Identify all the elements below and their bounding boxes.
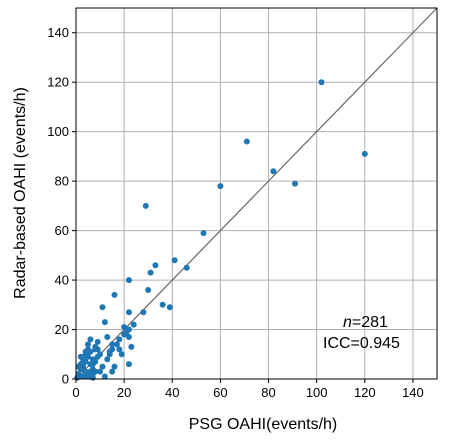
- data-point: [104, 356, 111, 363]
- data-point: [77, 361, 84, 368]
- data-point: [87, 336, 94, 343]
- data-point: [118, 351, 125, 358]
- data-point: [77, 353, 84, 360]
- identity-line-path: [75, 7, 438, 380]
- data-point: [109, 368, 116, 375]
- x-tick-label: 0: [72, 385, 79, 400]
- x-tick-label: 80: [261, 385, 275, 400]
- data-point: [109, 341, 116, 348]
- data-point: [318, 79, 325, 86]
- data-point: [292, 180, 299, 187]
- x-tick-label: 120: [354, 385, 376, 400]
- y-tick-label: 40: [55, 273, 69, 288]
- data-point: [89, 374, 96, 381]
- data-point: [171, 257, 178, 264]
- data-point: [130, 321, 137, 328]
- data-point: [116, 336, 123, 343]
- plot-frame: [75, 7, 438, 380]
- y-tick-label: 120: [47, 75, 69, 90]
- data-point: [99, 363, 106, 370]
- y-tick-labels: 0 20 40 60 80 100 120 140: [47, 25, 76, 387]
- data-point: [89, 361, 96, 368]
- data-point: [125, 333, 132, 340]
- n-annotation: n=281: [343, 314, 388, 331]
- data-point: [82, 368, 89, 375]
- data-point: [111, 363, 118, 370]
- x-axis-label: PSG OAHI(events/h): [189, 416, 338, 433]
- y-tick-label: 100: [47, 124, 69, 139]
- n-value: =281: [352, 314, 388, 331]
- grid-lines: [76, 8, 437, 379]
- data-point: [125, 309, 132, 316]
- data-point: [101, 319, 108, 326]
- data-point: [125, 277, 132, 284]
- y-tick-label: 0: [62, 372, 69, 387]
- axes-frame: [75, 7, 438, 380]
- data-point: [217, 183, 224, 190]
- data-point: [99, 304, 106, 311]
- x-tick-label: 140: [402, 385, 424, 400]
- data-point: [200, 230, 207, 237]
- data-point: [106, 351, 113, 358]
- x-tick-label: 20: [117, 385, 131, 400]
- data-point: [361, 150, 368, 157]
- data-point: [140, 309, 147, 316]
- y-tick-label: 80: [55, 174, 69, 189]
- x-tick-label: 100: [306, 385, 328, 400]
- data-point: [142, 202, 149, 209]
- data-points: [74, 79, 368, 381]
- data-point: [145, 286, 152, 293]
- n-symbol: n: [343, 314, 352, 331]
- data-point: [183, 264, 190, 271]
- data-point: [125, 361, 132, 368]
- data-point: [166, 304, 173, 311]
- x-tick-labels: 0 20 40 60 80 100 120 140: [72, 379, 424, 400]
- data-point: [121, 324, 128, 331]
- data-point: [94, 338, 101, 345]
- data-point: [104, 333, 111, 340]
- data-point: [147, 269, 154, 276]
- data-point: [82, 348, 89, 355]
- data-point: [270, 168, 277, 175]
- x-tick-label: 60: [213, 385, 227, 400]
- y-tick-label: 60: [55, 223, 69, 238]
- data-point: [111, 291, 118, 298]
- data-point: [116, 346, 123, 353]
- y-tick-label: 20: [55, 322, 69, 337]
- data-point: [128, 343, 135, 350]
- data-point: [159, 301, 166, 308]
- identity-line: [75, 7, 438, 380]
- data-point: [152, 262, 159, 269]
- data-point: [101, 373, 108, 380]
- data-point: [85, 341, 92, 348]
- data-point: [92, 346, 99, 353]
- data-point: [113, 341, 120, 348]
- x-tick-label: 40: [165, 385, 179, 400]
- data-point: [97, 368, 104, 375]
- icc-annotation: ICC=0.945: [323, 335, 400, 352]
- y-axis-label: Radar-based OAHI (events/h): [12, 87, 29, 299]
- y-tick-label: 140: [47, 25, 69, 40]
- data-point: [74, 374, 81, 381]
- data-point: [121, 331, 128, 338]
- data-point: [243, 138, 250, 145]
- data-point: [94, 353, 101, 360]
